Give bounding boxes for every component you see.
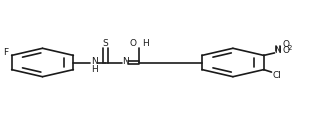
Text: O: O (282, 46, 289, 55)
Text: O: O (130, 40, 137, 48)
Text: 2: 2 (288, 45, 292, 51)
Text: S: S (102, 39, 108, 48)
Text: H: H (142, 40, 148, 48)
Text: O: O (283, 40, 290, 49)
Text: N: N (122, 57, 129, 66)
Text: F: F (3, 48, 9, 57)
Text: Cl: Cl (273, 71, 281, 80)
Text: N: N (274, 46, 281, 55)
Text: H: H (91, 65, 98, 74)
Text: N: N (91, 57, 98, 66)
